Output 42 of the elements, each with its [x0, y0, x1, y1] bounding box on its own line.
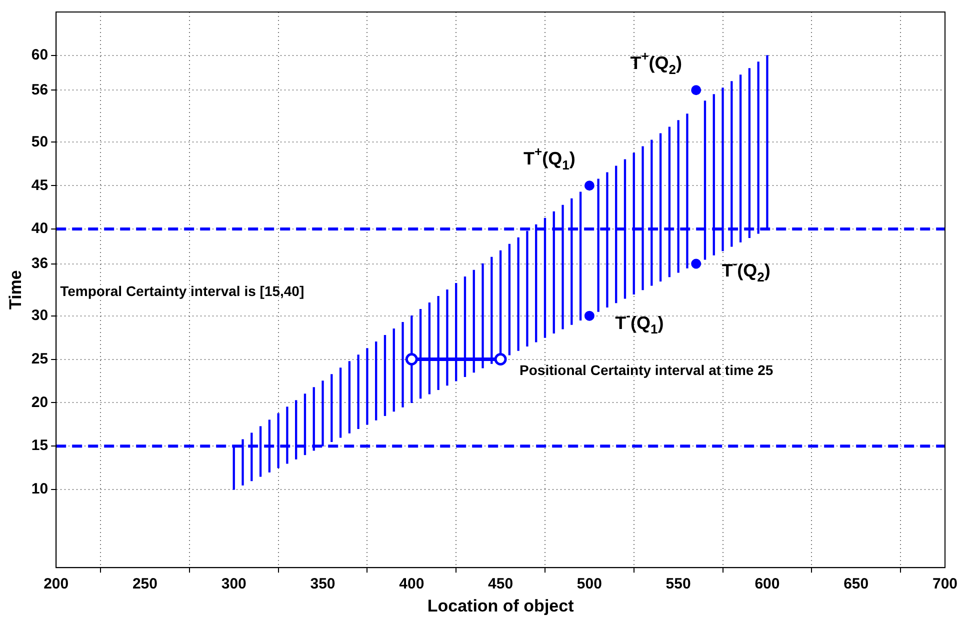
point — [584, 310, 594, 321]
point — [691, 85, 702, 96]
y-tick-label: 20 — [31, 394, 48, 411]
bar — [375, 342, 378, 420]
x-tick-label: 400 — [399, 576, 424, 593]
y-tick-label: 40 — [31, 220, 48, 238]
y-tick-label: 25 — [31, 350, 48, 368]
point — [494, 353, 507, 366]
bar — [330, 374, 333, 442]
y-tick-label: 60 — [31, 46, 48, 64]
x-tick-label: 500 — [576, 576, 602, 593]
x-tick-label: 550 — [666, 576, 691, 593]
point — [691, 258, 702, 269]
bar — [348, 361, 351, 434]
y-tick-label: 10 — [31, 480, 48, 498]
bar — [357, 354, 360, 430]
x-tick-label: 350 — [310, 576, 336, 593]
bar — [392, 328, 395, 412]
y-tick-label: 45 — [31, 176, 48, 194]
bar — [366, 348, 368, 425]
bar — [517, 237, 520, 351]
bar — [339, 368, 342, 438]
bar — [384, 335, 386, 416]
y-tick-label: 36 — [31, 254, 48, 272]
x-tick-label: 250 — [132, 576, 158, 593]
y-tick-label: 56 — [31, 81, 48, 98]
point — [405, 353, 418, 366]
x-tick-label: 450 — [488, 576, 514, 593]
y-tick-label: 15 — [31, 437, 48, 454]
x-tick-label: 300 — [221, 576, 246, 593]
annotation: Positional Certainty interval at time 25 — [520, 362, 774, 378]
x-axis-title: Location of object — [427, 596, 574, 616]
y-axis-title: Time — [6, 270, 25, 310]
y-tick-label: 50 — [31, 133, 48, 150]
y-tick-label: 30 — [31, 306, 48, 324]
x-tick-label: 600 — [754, 576, 780, 593]
x-tick-label: 700 — [932, 576, 958, 593]
bar — [508, 244, 511, 356]
x-tick-label: 650 — [844, 576, 869, 593]
x-tick-label: 200 — [44, 576, 69, 593]
annotation: Temporal Certainty interval is [15,40] — [60, 283, 304, 300]
point — [584, 180, 594, 191]
